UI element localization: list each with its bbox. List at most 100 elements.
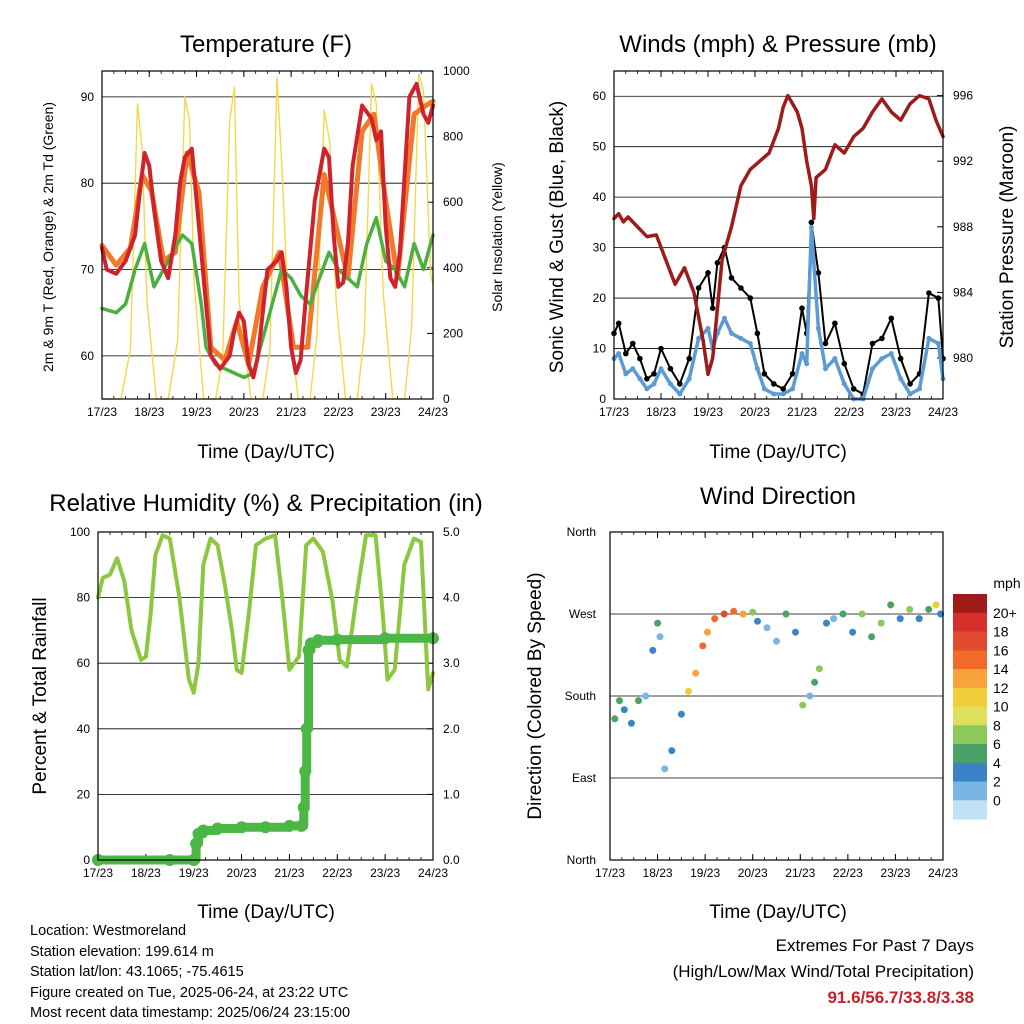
gust-point: [714, 260, 721, 266]
y2-tick-label: 1000: [443, 64, 470, 78]
x-tick-label: 21/23: [274, 866, 304, 880]
gust-point: [822, 340, 829, 347]
colorbar-swatch: [953, 669, 987, 689]
x-tick-label: 23/23: [880, 866, 910, 880]
humidity-plot-area: 17/23 18/23 19/23 20/23 21/23 22/23 23/23 24/23…: [70, 525, 460, 880]
wind-point: [780, 391, 786, 397]
x-tick-label: 22/23: [323, 405, 353, 419]
direction-point: [677, 710, 685, 718]
y2-tick-label: 800: [443, 130, 463, 144]
gust-point: [695, 285, 702, 291]
x-tick-label: 18/23: [643, 866, 673, 880]
wind-point: [738, 335, 744, 341]
direction-point: [839, 610, 847, 618]
x-tick-label: 19/23: [693, 405, 723, 419]
gust-point: [747, 295, 754, 301]
station-location: Location: Westmoreland: [30, 923, 187, 939]
x-tick-label: 23/23: [370, 866, 400, 880]
x-tick-label: 20/23: [227, 866, 257, 880]
extremes-values: 91.6/56.7/33.8/3.38: [827, 988, 974, 1007]
x-tick-label: 21/23: [787, 405, 817, 419]
temperature-plot-area: 17/23 18/23 19/23 20/23 21/23 22/23 23/23 24/23…: [81, 64, 470, 419]
colorbar-swatch: [953, 706, 987, 726]
gust-point: [771, 381, 777, 387]
y2-tick-label: 200: [443, 326, 463, 340]
x-tick-label: 19/23: [179, 866, 209, 880]
wind-point: [677, 391, 683, 397]
direction-point: [627, 719, 635, 727]
gust-point: [709, 305, 716, 312]
gust-point: [935, 295, 942, 301]
humidity-title: Relative Humidity (%) & Precipitation (i…: [49, 490, 482, 517]
x-tick-label: 18/23: [134, 405, 164, 419]
colorbar-label: 2: [993, 774, 1001, 790]
direction-point: [754, 617, 761, 625]
x-tick-label: 19/23: [182, 405, 212, 419]
direction-point: [704, 628, 711, 636]
y2-tick-label: 988: [953, 220, 973, 234]
wind-point: [832, 356, 838, 362]
direction-point: [811, 678, 819, 686]
wind-point: [686, 376, 692, 382]
direction-point: [815, 665, 823, 673]
colorbar-label: 20+: [993, 605, 1017, 621]
y-tick-label: 70: [81, 263, 95, 277]
gust-point: [850, 386, 857, 392]
station-info: Location: Westmoreland Station elevation…: [30, 921, 350, 1024]
colorbar-swatch: [953, 594, 987, 614]
winds-plot-area: 17/23 18/23 19/23 20/23 21/23 22/23 23/23 24/23…: [593, 70, 973, 419]
direction-point: [739, 610, 747, 618]
extremes-box: Extremes For Past 7 Days (High/Low/Max W…: [673, 933, 974, 1011]
wind-point: [935, 341, 941, 346]
gust-point: [897, 355, 904, 362]
direction-point: [868, 633, 876, 641]
wind-direction-title: Wind Direction: [700, 483, 856, 510]
station-elevation: Station elevation: 199.614 m: [30, 943, 214, 960]
direction-point: [830, 615, 838, 623]
y2-tick-label: 1.0: [443, 787, 460, 801]
y2-tick-label: 984: [953, 285, 973, 299]
precipitation-point: [299, 765, 312, 778]
gust-point: [728, 275, 735, 281]
wind-point: [729, 330, 734, 336]
direction-point: [642, 692, 650, 700]
station-latlon: Station lat/lon: 43.1065; -75.4615: [30, 964, 244, 980]
colorbar-label: 6: [993, 736, 1001, 752]
direction-point: [773, 637, 780, 645]
direction-point: [699, 642, 707, 650]
plot-frame: [101, 70, 434, 400]
humidity-ylabel: Percent & Total Rainfall: [30, 597, 51, 794]
colorbar-label: 12: [993, 680, 1009, 696]
y2-tick-label: 400: [443, 261, 463, 275]
direction-point: [649, 646, 657, 654]
y2-tick-label: 3.0: [443, 656, 460, 670]
x-tick-label: 24/23: [928, 866, 958, 880]
y-tick-label: East: [572, 771, 597, 785]
dewpoint-line: [100, 215, 435, 380]
y-tick-label: 60: [81, 349, 95, 363]
y2-tick-label: 996: [953, 89, 973, 103]
y-tick-label: 90: [81, 90, 95, 104]
humidity-precip-panel: Relative Humidity (%) & Precipitation (i…: [30, 490, 483, 923]
colorbar-label: 0: [993, 792, 1001, 808]
y-tick-label: 80: [77, 591, 91, 605]
gust-point: [686, 355, 692, 362]
y2-tick-label: 4.0: [443, 591, 460, 605]
colorbar-label: 14: [993, 661, 1009, 677]
wind-direction-panel: Wind Direction Time (Day/UTC) Direction …: [525, 483, 1021, 923]
gust-point: [637, 355, 643, 362]
direction-point: [887, 601, 895, 609]
direction-point: [925, 605, 933, 613]
wind-direction-plot-area: 17/23 18/23 19/23 20/23 21/23 22/23 23/23 24/23…: [565, 525, 959, 880]
direction-point: [877, 619, 885, 627]
wind-point: [616, 351, 622, 357]
x-tick-label: 17/23: [595, 866, 625, 880]
gust-point: [623, 350, 629, 357]
precipitation-point: [211, 822, 224, 835]
gust-point: [651, 371, 657, 377]
gust-point: [888, 315, 895, 322]
gust-point: [869, 340, 876, 347]
colorbar-swatch: [953, 800, 987, 820]
gust-point: [789, 371, 796, 377]
extremes-title: Extremes For Past 7 Days: [775, 936, 974, 955]
